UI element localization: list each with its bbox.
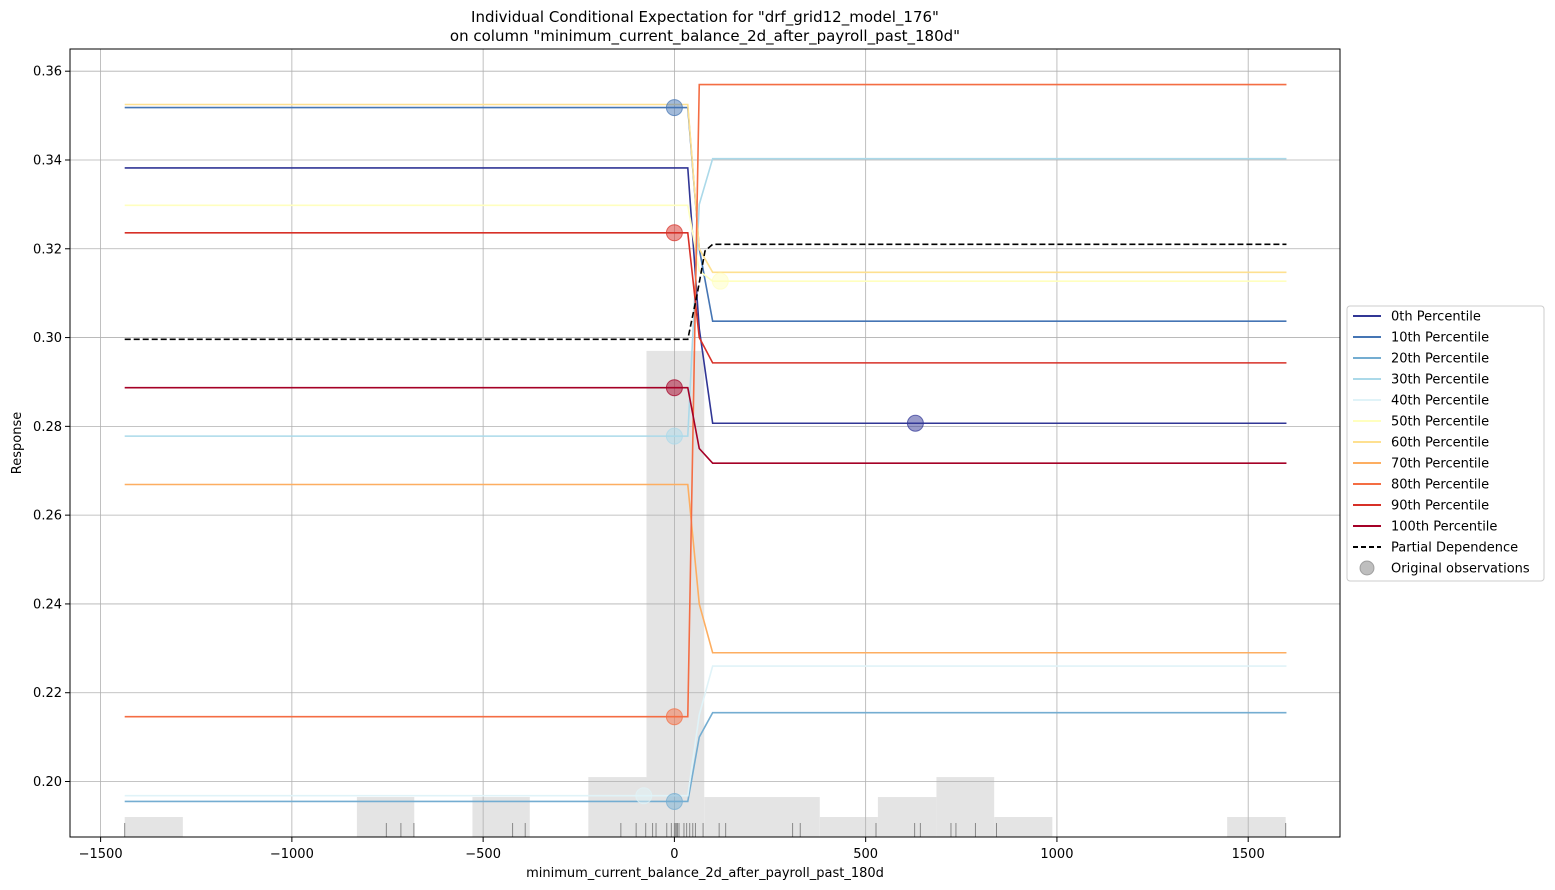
- y-tick-label: 0.20: [33, 775, 62, 790]
- legend-label: Original observations: [1391, 562, 1530, 577]
- x-tick-label: 1500: [1232, 847, 1265, 862]
- legend-label: 10th Percentile: [1391, 331, 1489, 346]
- legend-label: 50th Percentile: [1391, 415, 1489, 430]
- legend-label: 60th Percentile: [1391, 436, 1489, 451]
- histogram-bar: [356, 797, 415, 837]
- series-line: [124, 167, 1287, 425]
- observations-layer: [635, 99, 924, 810]
- series-lines-layer: [124, 83, 1287, 803]
- observation-point: [665, 224, 683, 242]
- histogram-bar: [472, 797, 530, 837]
- y-tick-label: 0.34: [33, 153, 62, 168]
- legend-label: 20th Percentile: [1391, 352, 1489, 367]
- series-line: [124, 83, 1287, 718]
- y-tick-label: 0.24: [33, 597, 62, 612]
- observation-point: [665, 792, 683, 810]
- histogram-bar: [124, 817, 183, 837]
- observation-point: [665, 708, 683, 726]
- histogram-bar: [588, 777, 647, 837]
- x-axis-ticks: −1500 −1000 −500 0 500 1000 1500: [79, 837, 1265, 862]
- plot-frame: [69, 48, 1341, 838]
- series-line: [124, 103, 1287, 274]
- series-line: [124, 711, 1287, 803]
- x-tick-label: 1000: [1040, 847, 1073, 862]
- histogram-bar: [819, 817, 878, 837]
- x-tick-label: −1000: [270, 847, 314, 862]
- series-line: [124, 106, 1287, 322]
- histogram-bar: [704, 797, 820, 837]
- legend-label: 0th Percentile: [1391, 310, 1481, 325]
- legend-label: 80th Percentile: [1391, 478, 1489, 493]
- histogram-bar: [994, 817, 1053, 837]
- observation-point: [711, 272, 729, 290]
- legend: 0th Percentile 10th Percentile 20th Percen…: [1346, 305, 1545, 582]
- x-tick-label: 0: [670, 847, 678, 862]
- partial-dependence-line: [124, 243, 1287, 341]
- observation-point: [665, 379, 683, 397]
- chart-title-line-2: on column "minimum_current_balance_2d_af…: [450, 27, 960, 46]
- legend-label: 30th Percentile: [1391, 373, 1489, 388]
- observation-point: [635, 787, 653, 805]
- observation-point: [665, 99, 683, 117]
- x-tick-label: 500: [853, 847, 878, 862]
- observation-point: [665, 427, 683, 445]
- series-line: [124, 157, 1287, 437]
- series-line: [124, 386, 1287, 465]
- grid-layer: [70, 49, 1340, 837]
- legend-label: 90th Percentile: [1391, 499, 1489, 514]
- x-axis-label: minimum_current_balance_2d_after_payroll…: [526, 866, 884, 881]
- series-line: [124, 665, 1287, 797]
- y-tick-label: 0.26: [33, 509, 62, 524]
- chart-title-line-1: Individual Conditional Expectation for "…: [471, 8, 939, 27]
- y-tick-label: 0.36: [33, 65, 62, 80]
- legend-box: [1346, 305, 1545, 582]
- series-line: [124, 204, 1287, 282]
- legend-label: 100th Percentile: [1391, 520, 1497, 535]
- y-tick-label: 0.22: [33, 686, 62, 701]
- histogram-bar: [1227, 817, 1286, 837]
- series-line: [124, 231, 1287, 364]
- series-line: [124, 483, 1287, 654]
- observation-point: [906, 414, 924, 432]
- x-tick-label: −500: [465, 847, 501, 862]
- legend-label: 40th Percentile: [1391, 394, 1489, 409]
- legend-marker: [1359, 560, 1375, 576]
- histogram-bar: [936, 777, 995, 837]
- y-tick-label: 0.30: [33, 331, 62, 346]
- y-tick-label: 0.28: [33, 420, 62, 435]
- y-axis-ticks: 0.20 0.22 0.24 0.26 0.28 0.30 0.32 0.34 0.36: [33, 65, 70, 790]
- legend-label: Partial Dependence: [1391, 541, 1518, 556]
- x-tick-label: −1500: [79, 847, 123, 862]
- y-axis-label: Response: [10, 412, 25, 474]
- legend-label: 70th Percentile: [1391, 457, 1489, 472]
- histogram-layer: [124, 350, 1286, 837]
- histogram-bar: [646, 350, 705, 837]
- rug-layer: [124, 823, 1287, 837]
- y-tick-label: 0.32: [33, 242, 62, 257]
- histogram-bar: [877, 797, 937, 837]
